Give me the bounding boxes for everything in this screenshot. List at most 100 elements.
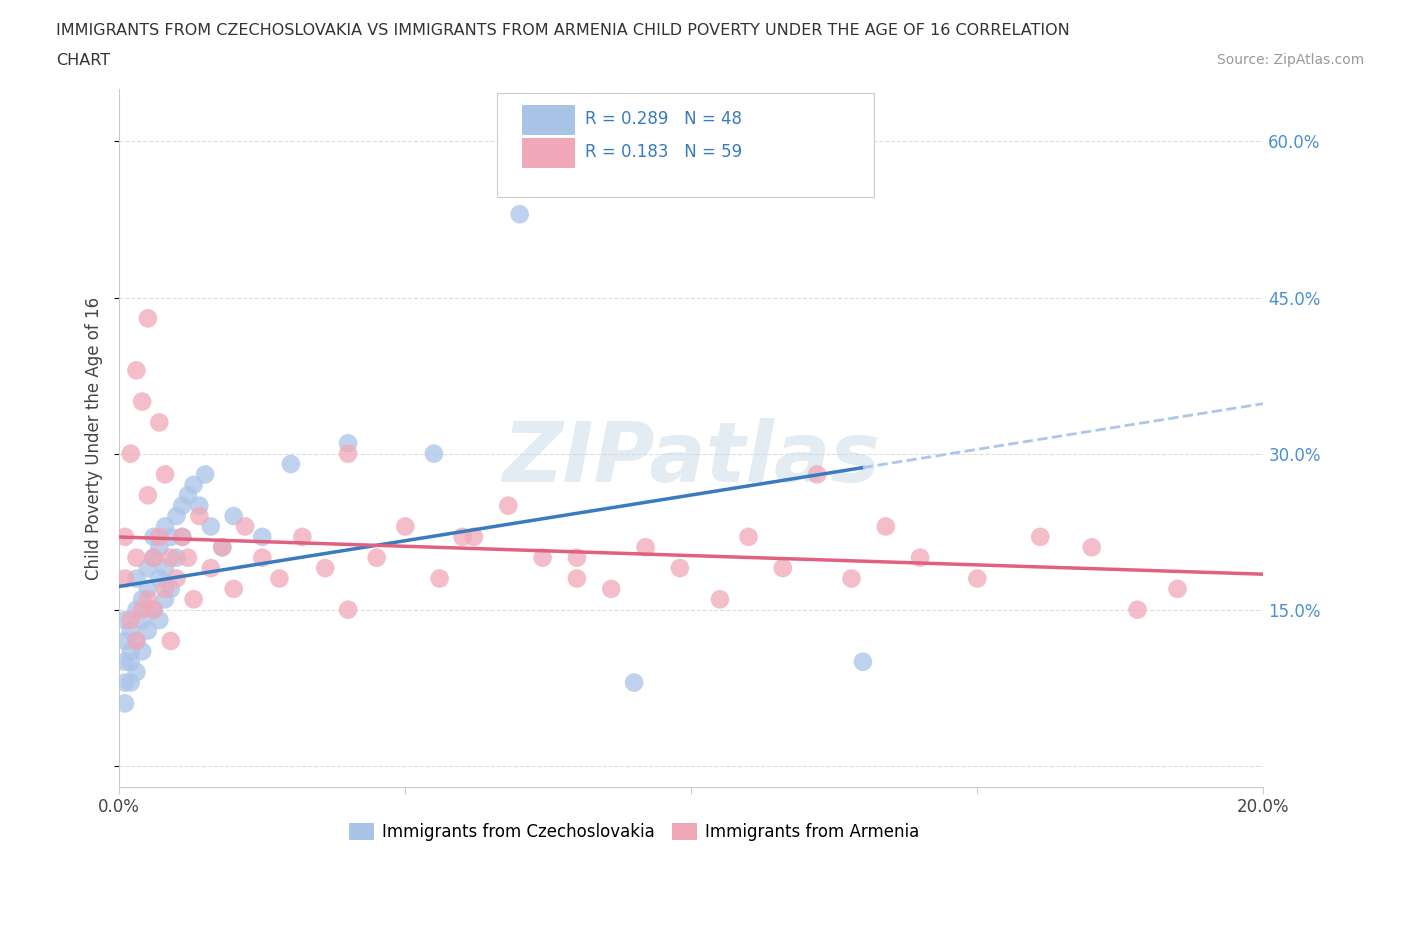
Point [125, 571, 148, 586]
Point [148, 613, 170, 628]
Point [166, 509, 188, 524]
Point [211, 539, 233, 554]
Point [148, 415, 170, 430]
Point [1029, 529, 1052, 544]
Point [114, 529, 136, 544]
Point [153, 467, 176, 482]
Point [496, 498, 519, 513]
Point [159, 633, 181, 648]
Point [136, 561, 159, 576]
Point [269, 571, 291, 586]
Point [148, 539, 170, 554]
Point [120, 623, 142, 638]
Point [429, 571, 451, 586]
Text: R = 0.289   N = 48: R = 0.289 N = 48 [585, 111, 742, 128]
Point [463, 529, 485, 544]
Point [125, 665, 148, 680]
Point [634, 539, 657, 554]
Point [531, 551, 554, 565]
Point [142, 551, 165, 565]
Point [188, 509, 211, 524]
FancyBboxPatch shape [522, 105, 575, 136]
Point [131, 644, 153, 658]
Point [222, 509, 245, 524]
Text: R = 0.183   N = 59: R = 0.183 N = 59 [585, 143, 742, 161]
Point [172, 529, 194, 544]
Point [806, 467, 828, 482]
Text: Source: ZipAtlas.com: Source: ZipAtlas.com [1216, 53, 1364, 67]
Point [136, 488, 159, 503]
Point [737, 529, 759, 544]
Point [314, 561, 336, 576]
Text: IMMIGRANTS FROM CZECHOSLOVAKIA VS IMMIGRANTS FROM ARMENIA CHILD POVERTY UNDER TH: IMMIGRANTS FROM CZECHOSLOVAKIA VS IMMIGR… [56, 23, 1070, 38]
Point [120, 446, 142, 461]
Point [148, 529, 170, 544]
Point [153, 591, 176, 606]
Point [966, 571, 988, 586]
Point [451, 529, 474, 544]
Point [211, 539, 233, 554]
Point [131, 613, 153, 628]
Point [565, 571, 588, 586]
Point [114, 675, 136, 690]
Point [125, 633, 148, 648]
Text: CHART: CHART [56, 53, 110, 68]
Point [1167, 581, 1189, 596]
Point [142, 529, 165, 544]
Point [114, 633, 136, 648]
Point [875, 519, 897, 534]
Point [183, 591, 205, 606]
Point [291, 529, 314, 544]
Point [125, 551, 148, 565]
Point [136, 591, 159, 606]
Point [136, 311, 159, 325]
Point [1126, 603, 1149, 618]
Point [337, 446, 360, 461]
Point [131, 591, 153, 606]
Point [177, 551, 200, 565]
Point [509, 206, 531, 221]
Point [142, 551, 165, 565]
Point [120, 655, 142, 670]
Point [120, 644, 142, 658]
Point [172, 529, 194, 544]
Point [159, 581, 181, 596]
Point [131, 394, 153, 409]
Point [233, 519, 256, 534]
Point [1080, 539, 1102, 554]
Y-axis label: Child Poverty Under the Age of 16: Child Poverty Under the Age of 16 [86, 297, 103, 579]
Point [280, 457, 302, 472]
Point [366, 551, 388, 565]
Point [125, 363, 148, 378]
Point [125, 633, 148, 648]
Point [136, 581, 159, 596]
Point [114, 571, 136, 586]
Point [222, 581, 245, 596]
Point [148, 571, 170, 586]
Point [337, 436, 360, 451]
Point [852, 655, 875, 670]
Point [200, 561, 222, 576]
Point [131, 603, 153, 618]
Point [153, 581, 176, 596]
Point [153, 519, 176, 534]
Point [565, 551, 588, 565]
Point [125, 603, 148, 618]
Point [908, 551, 931, 565]
Point [600, 581, 623, 596]
Point [709, 591, 731, 606]
Point [194, 467, 217, 482]
Text: ZIPatlas: ZIPatlas [502, 418, 880, 499]
Point [188, 498, 211, 513]
Point [114, 613, 136, 628]
Point [166, 571, 188, 586]
Point [114, 655, 136, 670]
Point [120, 613, 142, 628]
Point [252, 551, 274, 565]
Point [669, 561, 692, 576]
Point [136, 623, 159, 638]
Point [841, 571, 863, 586]
Point [252, 529, 274, 544]
Point [159, 529, 181, 544]
Point [183, 477, 205, 492]
